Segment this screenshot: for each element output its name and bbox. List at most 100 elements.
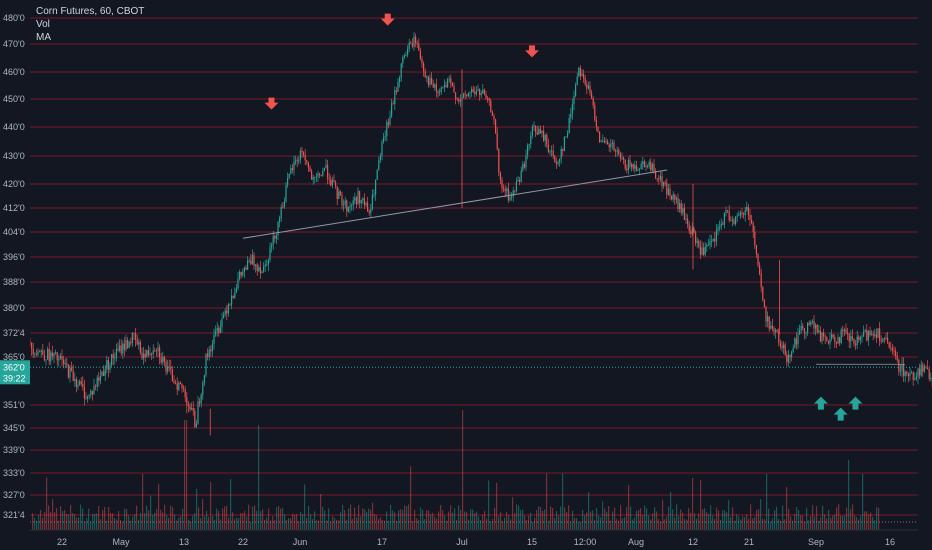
volume-bar xyxy=(490,521,492,530)
volume-bar xyxy=(442,510,444,530)
volume-bar xyxy=(464,511,466,530)
candle-body xyxy=(927,367,929,370)
candle-body xyxy=(674,194,676,200)
volume-bar xyxy=(182,508,184,530)
candle-body xyxy=(72,370,74,381)
volume-bar xyxy=(566,512,568,530)
candle-body xyxy=(781,345,783,349)
candle-body xyxy=(517,180,519,182)
candle-body xyxy=(485,93,487,99)
candle-body xyxy=(53,353,55,356)
volume-bar xyxy=(562,473,564,530)
volume-bar xyxy=(832,515,834,530)
candle-body xyxy=(789,354,791,358)
vol-indicator-label[interactable]: Vol xyxy=(36,19,50,30)
candle-body xyxy=(501,179,503,188)
volume-bar xyxy=(824,514,826,530)
volume-bar xyxy=(240,513,242,530)
candle-body xyxy=(107,360,109,370)
candle-body xyxy=(391,103,393,117)
volume-bar xyxy=(718,510,720,530)
candle-body xyxy=(392,103,394,105)
volume-bar xyxy=(150,495,152,530)
candle-body xyxy=(376,170,378,180)
candle-body xyxy=(464,93,466,95)
candle-body xyxy=(171,369,173,382)
candle-body xyxy=(258,267,260,271)
candle-body xyxy=(66,363,68,366)
candle-body xyxy=(928,369,930,379)
volume-bar xyxy=(634,517,636,530)
candle-body xyxy=(675,198,677,200)
candle-body xyxy=(547,144,549,152)
candle-body xyxy=(63,359,65,365)
y-tick-label: 339'0 xyxy=(3,445,25,455)
volume-bar xyxy=(320,493,322,530)
candle-body xyxy=(181,384,183,389)
volume-bar xyxy=(734,520,736,530)
candle-body xyxy=(856,336,858,346)
candle-body xyxy=(336,186,338,200)
volume-bar xyxy=(790,516,792,530)
volume-bar xyxy=(444,515,446,530)
candle-body xyxy=(415,36,417,44)
candle-body xyxy=(696,240,698,243)
volume-bar xyxy=(74,513,76,530)
volume-bar xyxy=(304,484,306,530)
candle-body xyxy=(35,353,37,355)
candle-body xyxy=(43,354,45,360)
candle-body xyxy=(731,219,733,221)
volume-bar xyxy=(62,511,64,530)
candle-body xyxy=(655,171,657,179)
candle-body xyxy=(155,350,157,352)
candle-body xyxy=(754,231,756,245)
volume-bar xyxy=(814,516,816,530)
volume-bar xyxy=(214,519,216,530)
volume-bar xyxy=(318,520,320,530)
candle-body xyxy=(323,167,325,172)
volume-bar xyxy=(314,511,316,530)
ma-indicator-label[interactable]: MA xyxy=(36,32,51,43)
volume-bar xyxy=(222,508,224,530)
volume-bar xyxy=(392,510,394,530)
candle-body xyxy=(787,354,789,363)
candle-body xyxy=(219,327,221,333)
candle-body xyxy=(567,133,569,137)
volume-bar xyxy=(542,511,544,530)
volume-bar xyxy=(202,498,204,530)
volume-bar xyxy=(84,521,86,530)
candle-body xyxy=(235,288,237,293)
candle-body xyxy=(109,365,111,370)
candle-body xyxy=(141,352,143,359)
candle-body xyxy=(103,371,105,376)
volume-bar xyxy=(578,521,580,530)
volume-bar xyxy=(760,499,762,530)
volume-bar xyxy=(696,518,698,530)
y-tick-label: 450'0 xyxy=(3,94,25,104)
volume-bar xyxy=(594,520,596,530)
candle-body xyxy=(647,165,649,167)
y-tick-label: 430'0 xyxy=(3,151,25,161)
candle-body xyxy=(384,136,386,138)
candle-body xyxy=(539,128,541,134)
time-axis xyxy=(0,530,932,550)
candle-body xyxy=(243,267,245,272)
candle-body xyxy=(149,353,151,355)
candle-body xyxy=(728,211,730,221)
candle-body xyxy=(159,347,161,358)
volume-bar xyxy=(398,510,400,530)
candle-body xyxy=(907,373,909,377)
candle-body xyxy=(661,176,663,187)
candle-body xyxy=(245,267,247,270)
candle-body xyxy=(128,342,130,348)
candle-body xyxy=(79,381,81,385)
candle-body xyxy=(715,230,717,242)
volume-bar xyxy=(868,514,870,530)
volume-bar xyxy=(836,507,838,530)
candle-body xyxy=(469,92,471,94)
candle-body xyxy=(911,372,913,374)
candle-body xyxy=(91,390,93,395)
candle-body xyxy=(882,338,884,342)
candle-body xyxy=(367,202,369,212)
